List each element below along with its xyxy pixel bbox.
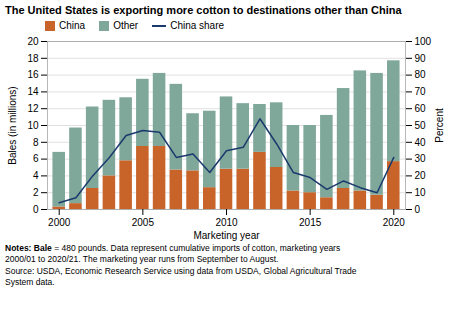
svg-text:70: 70 [415, 86, 427, 97]
svg-text:Bales (in millions): Bales (in millions) [7, 86, 18, 164]
svg-text:2: 2 [33, 187, 39, 198]
svg-text:Percent: Percent [434, 108, 445, 143]
svg-text:0: 0 [415, 204, 421, 215]
svg-text:100: 100 [415, 36, 432, 47]
svg-text:90: 90 [415, 53, 427, 64]
svg-text:50: 50 [415, 120, 427, 131]
svg-text:2010: 2010 [215, 217, 238, 228]
svg-text:16: 16 [27, 69, 39, 80]
svg-text:80: 80 [415, 69, 427, 80]
html-text:Notes: Bale = 480 pounds. Data: Notes: Bale = 480 pounds. Data represent… [5, 243, 341, 264]
svg-text:0: 0 [33, 204, 39, 215]
svg-text:40: 40 [415, 137, 427, 148]
svg-text:Marketing year: Marketing year [193, 230, 260, 241]
svg-text:20: 20 [27, 36, 39, 47]
html-text:Other: Other [113, 20, 139, 31]
svg-text:12: 12 [27, 103, 39, 114]
svg-text:2005: 2005 [132, 217, 155, 228]
svg-text:14: 14 [27, 86, 39, 97]
html-text:China: China [59, 20, 86, 31]
html-text:China share: China share [170, 20, 225, 31]
svg-text:2020: 2020 [383, 217, 406, 228]
svg-text:18: 18 [27, 53, 39, 64]
svg-text:10: 10 [27, 120, 39, 131]
svg-text:10: 10 [415, 187, 427, 198]
svg-text:6: 6 [33, 153, 39, 164]
svg-text:20: 20 [415, 170, 427, 181]
svg-text:60: 60 [415, 103, 427, 114]
svg-text:2000: 2000 [48, 217, 71, 228]
html-text:The United States is exporting: The United States is exporting more cott… [5, 4, 402, 16]
html-text:Source: USDA, Economic Researc: Source: USDA, Economic Research Service … [5, 266, 357, 287]
svg-text:30: 30 [415, 153, 427, 164]
svg-text:8: 8 [33, 137, 39, 148]
svg-text:2015: 2015 [299, 217, 322, 228]
svg-text:4: 4 [33, 170, 39, 181]
